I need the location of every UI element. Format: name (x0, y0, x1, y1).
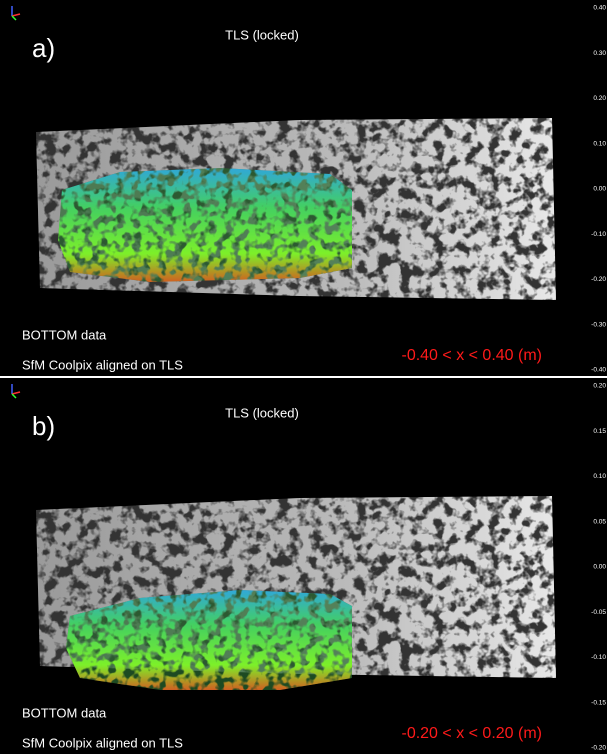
caption: SfM Coolpix aligned on TLS (22, 735, 183, 750)
scale-label: 0.30 (593, 50, 606, 57)
scale-label: 0.10 (593, 473, 606, 480)
scale-label: -0.05 (591, 609, 606, 616)
panel-label: a) (32, 33, 55, 63)
scale-label: -0.10 (591, 654, 606, 661)
scale-label: 0.10 (593, 140, 606, 147)
view-title: TLS (locked) (225, 405, 299, 420)
figure: a) TLS (locked) BOTTOM data SfM Coolpix ali… (0, 0, 607, 756)
caption: BOTTOM data (22, 705, 107, 720)
scale-label: 0.20 (593, 95, 606, 102)
scale-label: 0.05 (593, 518, 606, 525)
scale-label: -0.20 (591, 276, 606, 283)
sfm-cloud (58, 168, 352, 282)
scale-label: -0.15 (591, 699, 606, 706)
scale-label: -0.40 (591, 367, 606, 374)
scale-label: -0.10 (591, 231, 606, 238)
panel: a) TLS (locked) BOTTOM data SfM Coolpix ali… (0, 0, 607, 376)
view-title: TLS (locked) (225, 27, 299, 42)
scale-label: 0.40 (593, 5, 606, 12)
scale-label: -0.20 (591, 745, 606, 752)
caption: SfM Coolpix aligned on TLS (22, 357, 183, 372)
panel-label: b) (32, 411, 55, 441)
scale-label: 0.00 (593, 186, 606, 193)
scale-label: 0.15 (593, 428, 606, 435)
range-label: -0.40 < x < 0.40 (m) (401, 347, 542, 364)
panel: b) TLS (locked) BOTTOM data SfM Coolpix ali… (0, 378, 607, 754)
scale-label: 0.20 (593, 383, 606, 390)
range-label: -0.20 < x < 0.20 (m) (401, 725, 542, 742)
caption: BOTTOM data (22, 327, 107, 342)
scale-label: 0.00 (593, 564, 606, 571)
scale-label: -0.30 (591, 321, 606, 328)
